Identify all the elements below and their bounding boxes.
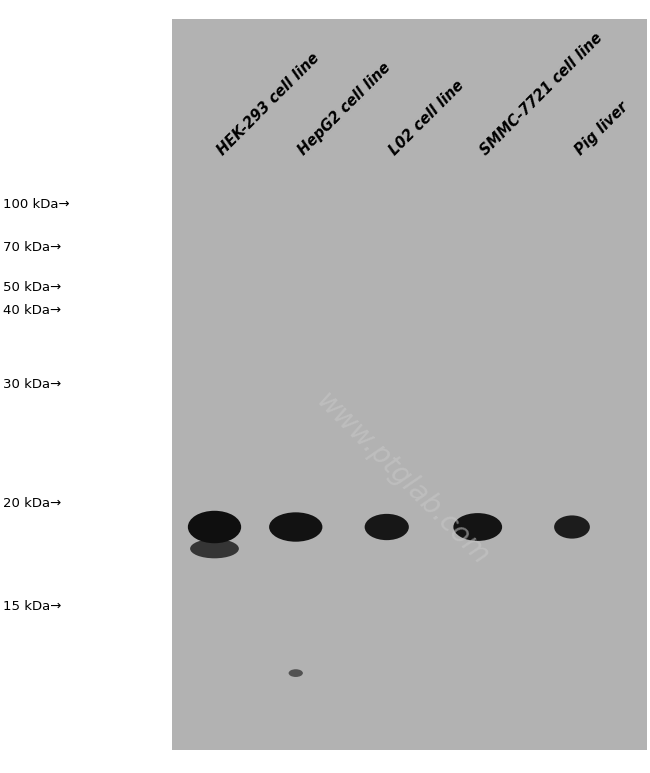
Text: 50 kDa→: 50 kDa→	[3, 281, 62, 294]
Ellipse shape	[269, 512, 322, 542]
Text: 100 kDa→: 100 kDa→	[3, 199, 70, 211]
Ellipse shape	[190, 539, 239, 558]
Text: 70 kDa→: 70 kDa→	[3, 241, 62, 254]
Text: Pig liver: Pig liver	[572, 100, 630, 158]
Text: HepG2 cell line: HepG2 cell line	[296, 60, 394, 158]
Text: 40 kDa→: 40 kDa→	[3, 305, 61, 317]
Bar	[172, 19, 647, 750]
Text: SMMC-7721 cell line: SMMC-7721 cell line	[478, 31, 606, 158]
Text: HEK-293 cell line: HEK-293 cell line	[214, 51, 322, 158]
Ellipse shape	[365, 514, 409, 540]
Ellipse shape	[454, 513, 502, 541]
Text: 30 kDa→: 30 kDa→	[3, 378, 62, 390]
Ellipse shape	[289, 669, 303, 677]
Ellipse shape	[554, 516, 590, 539]
Text: 15 kDa→: 15 kDa→	[3, 601, 62, 613]
Text: www.ptglab.com: www.ptglab.com	[311, 387, 495, 571]
Text: 20 kDa→: 20 kDa→	[3, 498, 62, 510]
Ellipse shape	[188, 511, 241, 543]
Text: L02 cell line: L02 cell line	[387, 78, 467, 158]
